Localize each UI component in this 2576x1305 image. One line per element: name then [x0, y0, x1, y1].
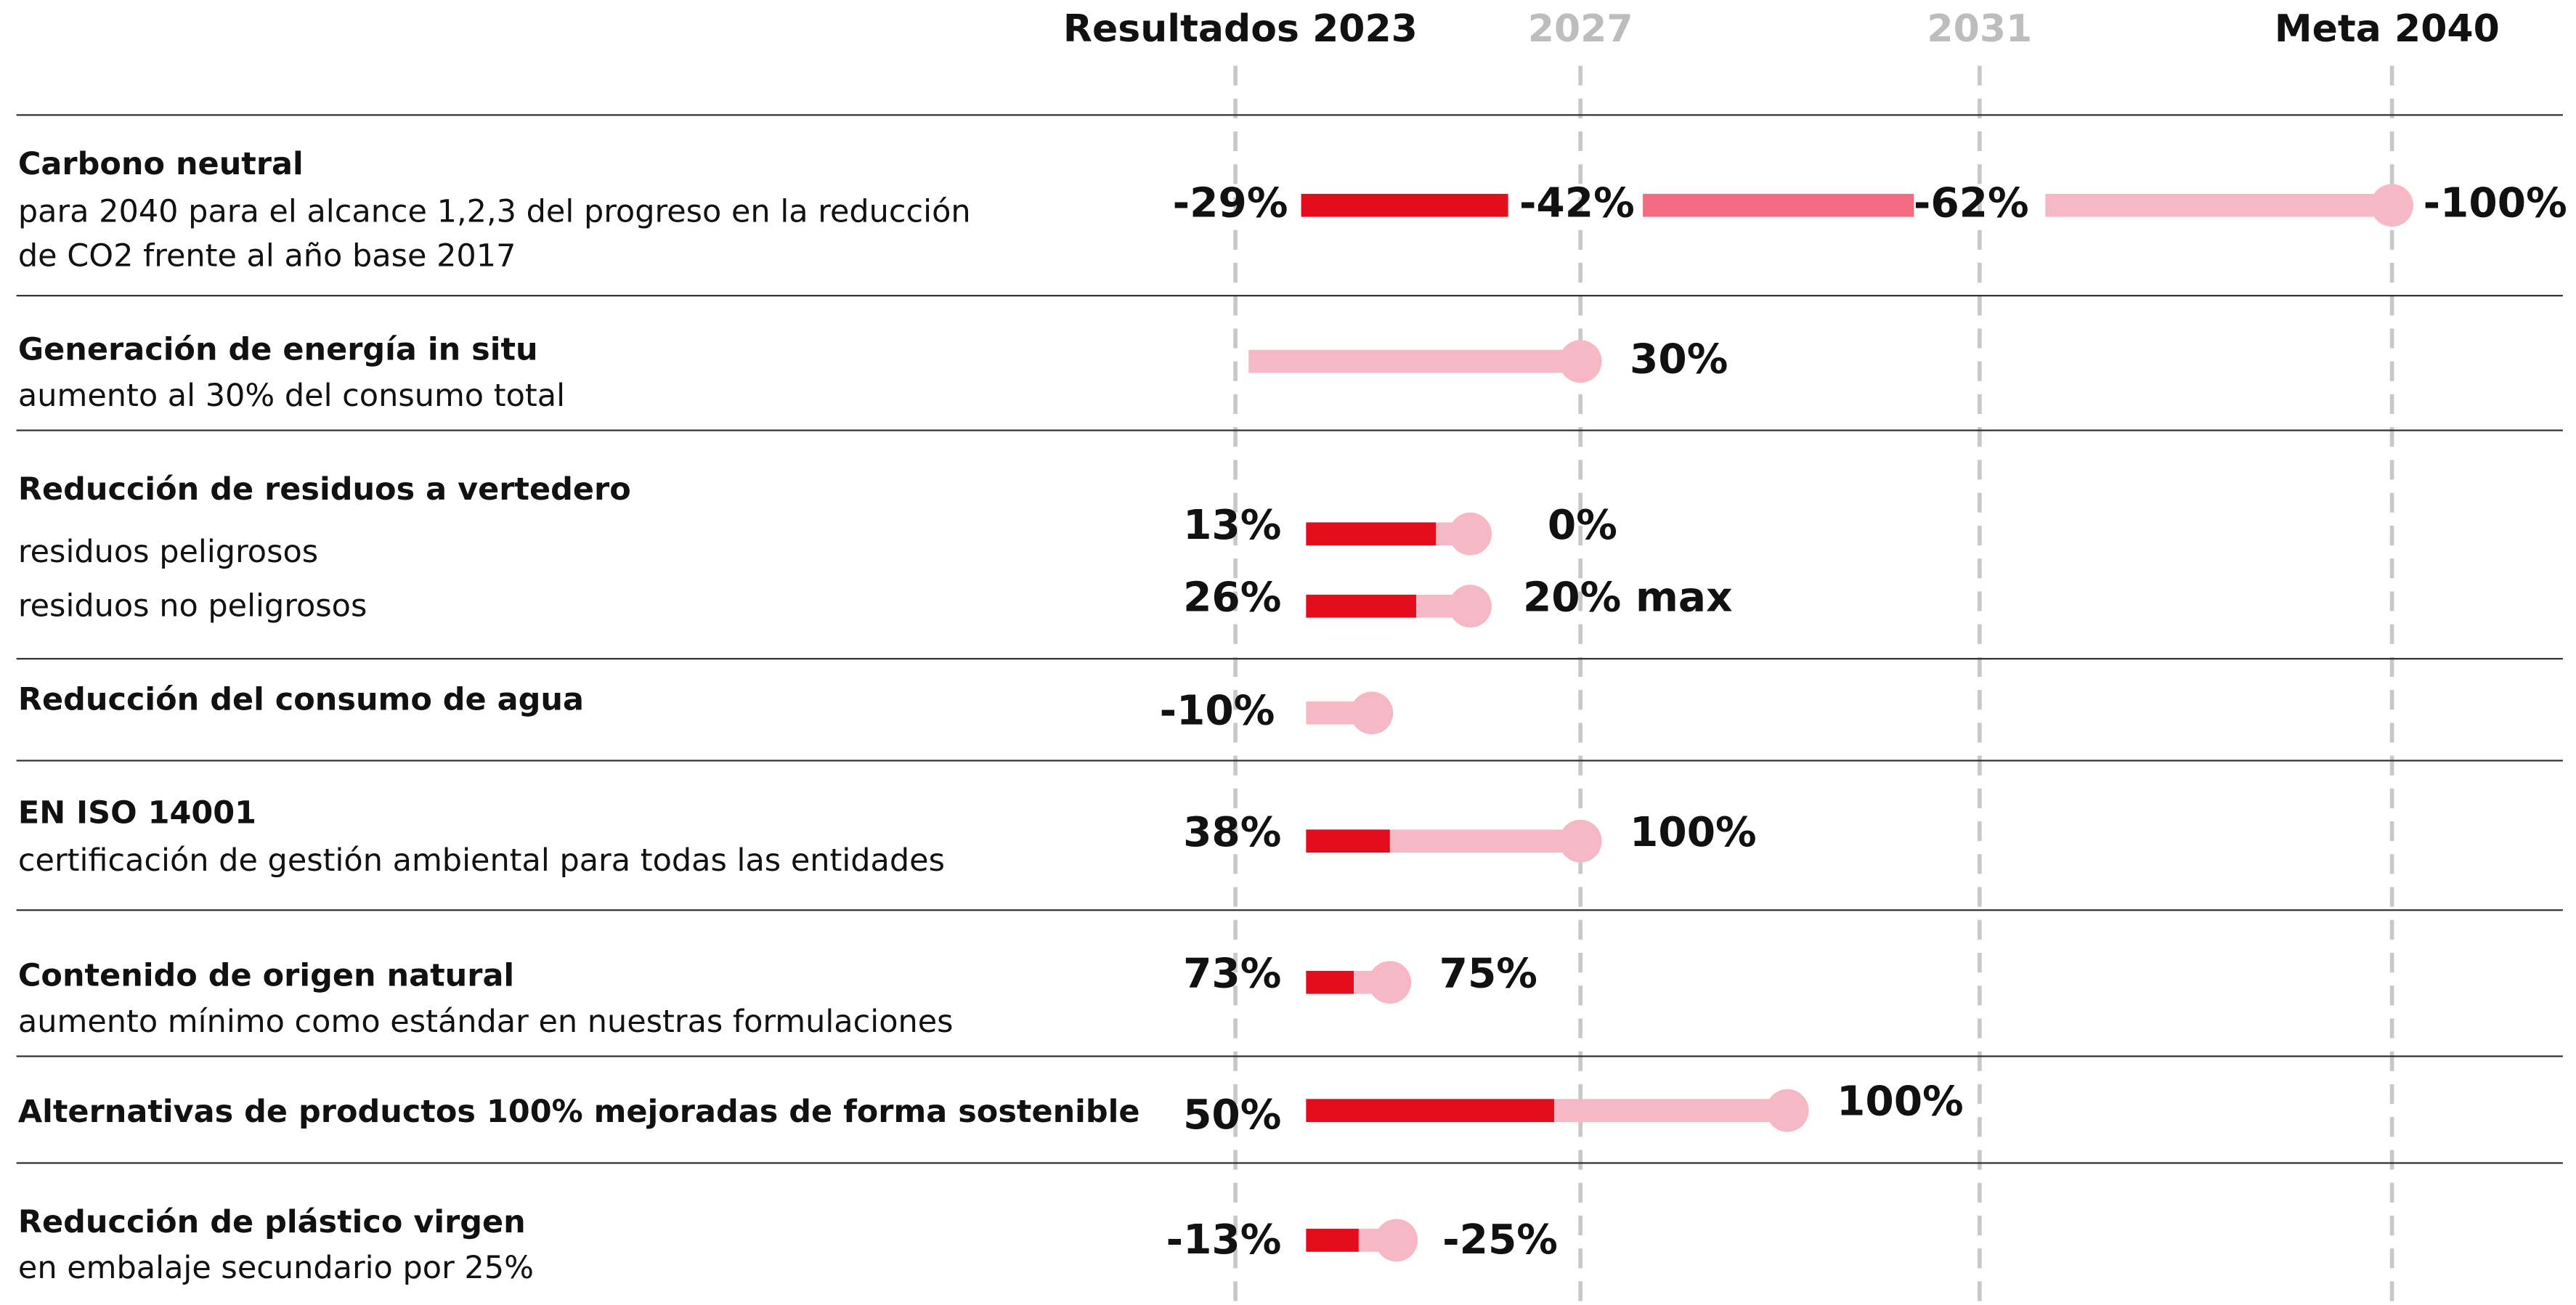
row-title: Carbono neutral [18, 146, 304, 182]
value-label: 13% [1183, 502, 1281, 549]
row-subtitle: residuos peligrosos [18, 534, 318, 570]
bar [1306, 522, 1437, 546]
value-label: 38% [1183, 809, 1281, 856]
column-header: 2031 [1927, 7, 2032, 51]
value-label: -25% [1442, 1216, 1558, 1264]
value-label: -42% [1519, 179, 1635, 227]
target-dot [2370, 184, 2414, 227]
target-dot [1368, 961, 1412, 1004]
value-label: 0% [1548, 502, 1617, 549]
row-subtitle: residuos no peligrosos [18, 588, 367, 624]
row-subtitle: certificación de gestión ambiental para … [18, 842, 945, 879]
bar [1248, 349, 1581, 373]
bar [1643, 193, 1914, 217]
row-subtitle: en embalaje secundario por 25% [18, 1250, 534, 1286]
value-label: 100% [1630, 809, 1757, 856]
target-dot [1375, 1219, 1418, 1262]
bar [1301, 193, 1508, 217]
value-label: 26% [1183, 574, 1281, 621]
target-dot [1559, 340, 1602, 383]
target-dot [1449, 585, 1492, 628]
bar [1306, 1099, 1554, 1123]
value-label: 50% [1183, 1091, 1281, 1139]
row-subtitle: de CO2 frente al año base 2017 [18, 238, 516, 275]
column-header: 2027 [1528, 7, 1633, 51]
row-subtitle: aumento al 30% del consumo total [18, 378, 565, 414]
target-dot [1766, 1089, 1809, 1132]
row-title: Reducción del consumo de agua [18, 681, 584, 717]
value-label: -13% [1166, 1216, 1282, 1264]
value-label: 20% max [1523, 574, 1733, 621]
value-label: -100% [2423, 179, 2567, 227]
row-title: Reducción de plástico virgen [18, 1204, 526, 1240]
bar [1306, 594, 1416, 618]
row-title: Reducción de residuos a vertedero [18, 471, 631, 508]
value-label: -62% [1914, 179, 2029, 227]
row-title: EN ISO 14001 [18, 794, 256, 831]
row-title: Alternativas de productos 100% mejoradas… [18, 1094, 1140, 1130]
bar [1306, 829, 1390, 853]
row-title: Generación de energía in situ [18, 332, 538, 368]
value-label: 75% [1439, 950, 1537, 997]
bar [1306, 970, 1354, 994]
row-title: Contenido de origen natural [18, 957, 514, 993]
target-dot [1350, 691, 1394, 735]
column-header: Resultados 2023 [1063, 7, 1418, 51]
value-label: 30% [1630, 336, 1728, 383]
row-subtitle: para 2040 para el alcance 1,2,3 del prog… [18, 194, 971, 230]
target-dot [1449, 512, 1492, 556]
column-header: Meta 2040 [2275, 7, 2500, 51]
value-label: -29% [1173, 179, 1288, 227]
value-label: 73% [1183, 950, 1281, 997]
bar [2045, 193, 2392, 217]
row-subtitle: aumento mínimo como estándar en nuestras… [18, 1004, 954, 1040]
bar [1306, 1229, 1359, 1252]
value-label: 100% [1837, 1078, 1964, 1126]
value-label: -10% [1160, 687, 1275, 734]
target-dot [1559, 819, 1602, 863]
